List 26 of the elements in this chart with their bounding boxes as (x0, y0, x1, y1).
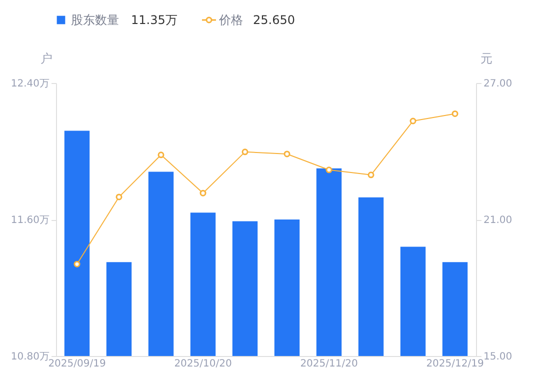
point (200, 190, 206, 196)
y-tick-label: 10.80万 (10, 352, 50, 362)
y2-tick-label: 21.00 (484, 215, 512, 226)
x-tick-label: 2025/11/20 (300, 358, 358, 370)
x-tick-label: 2025/12/19 (426, 358, 484, 370)
point (284, 150, 290, 158)
point (242, 148, 248, 156)
y2-tick-label: 27.00 (484, 78, 512, 90)
point (368, 172, 374, 178)
text: 25.650 (253, 13, 295, 27)
point (452, 110, 458, 117)
point (326, 166, 332, 174)
legend-label: 价格 (218, 13, 243, 27)
y2-axis-title: 元 (480, 52, 492, 66)
y-tick-label: 11.60万 (10, 215, 50, 226)
x-tick-label: 2025/09/19 (48, 358, 106, 370)
x-tick-label: 2025/10/20 (174, 358, 232, 370)
point (116, 194, 122, 200)
legend-label: 股东数量 (71, 13, 119, 27)
point (158, 152, 164, 158)
y2-tick-label: 15.00 (484, 352, 512, 362)
y-tick-label: 12.40万 (10, 78, 50, 90)
y-axis-title: 户 (40, 52, 52, 66)
point (74, 260, 80, 268)
point (410, 118, 416, 124)
text: 11.35万 (131, 13, 178, 27)
